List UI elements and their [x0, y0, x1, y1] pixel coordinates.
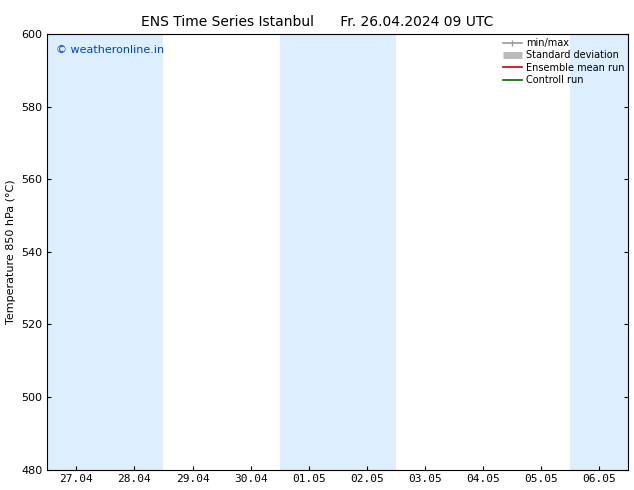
Legend: min/max, Standard deviation, Ensemble mean run, Controll run: min/max, Standard deviation, Ensemble me… [501, 36, 626, 87]
Bar [47, 34, 105, 469]
Bar [571, 34, 628, 469]
Bar [280, 34, 338, 469]
Y-axis label: Temperature 850 hPa (°C): Temperature 850 hPa (°C) [6, 179, 16, 324]
Text: ENS Time Series Istanbul      Fr. 26.04.2024 09 UTC: ENS Time Series Istanbul Fr. 26.04.2024 … [141, 15, 493, 29]
Bar [338, 34, 396, 469]
Text: © weatheronline.in: © weatheronline.in [56, 45, 164, 55]
Bar [105, 34, 164, 469]
